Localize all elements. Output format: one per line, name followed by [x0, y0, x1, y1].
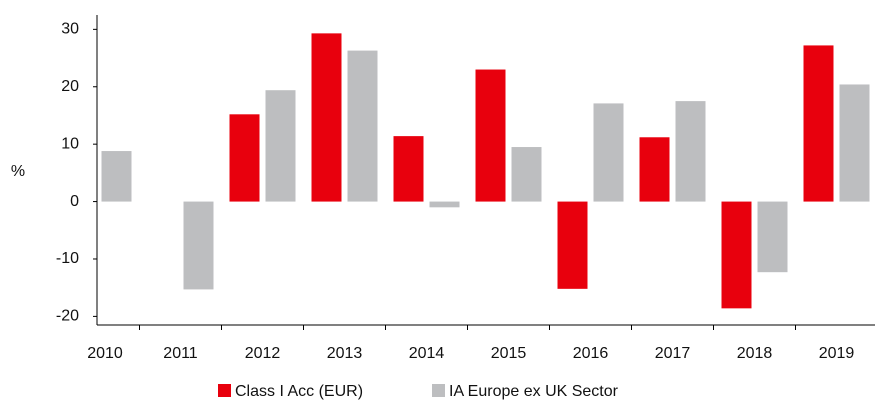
legend-label: IA Europe ex UK Sector [449, 383, 619, 400]
bar [429, 201, 460, 208]
bar [101, 151, 132, 202]
bar [311, 33, 342, 202]
bar [675, 101, 706, 202]
bar [593, 103, 624, 202]
bar [803, 45, 834, 202]
bar [229, 114, 260, 202]
bar [557, 201, 588, 289]
x-tick-label: 2013 [327, 345, 363, 362]
x-tick-label: 2017 [655, 345, 691, 362]
bar [475, 69, 506, 202]
plot-area [101, 33, 870, 309]
y-tick-label: 10 [61, 135, 79, 152]
bar [393, 136, 424, 202]
x-tick-label: 2014 [409, 345, 445, 362]
x-tick-label: 2016 [573, 345, 609, 362]
y-tick-label: -10 [56, 250, 79, 267]
y-tick-label: -20 [56, 308, 79, 325]
bar [639, 137, 670, 202]
x-tick-label: 2018 [737, 345, 773, 362]
legend-swatch [218, 384, 231, 397]
x-tick-label: 2015 [491, 345, 527, 362]
y-axis-label: % [11, 163, 25, 180]
bar [265, 90, 296, 202]
x-tick-label: 2010 [87, 345, 123, 362]
bar [757, 201, 788, 273]
bar [511, 147, 542, 202]
bar [347, 50, 378, 202]
x-tick-label: 2012 [245, 345, 281, 362]
legend-swatch [432, 384, 445, 397]
bar [721, 201, 752, 309]
bar [839, 84, 870, 202]
bar [183, 201, 214, 290]
y-tick-label: 20 [61, 78, 79, 95]
y-tick-label: 0 [70, 193, 79, 210]
y-tick-label: 30 [61, 21, 79, 38]
x-tick-label: 2011 [163, 345, 198, 362]
legend-label: Class I Acc (EUR) [235, 383, 363, 400]
x-tick-label: 2019 [819, 345, 855, 362]
